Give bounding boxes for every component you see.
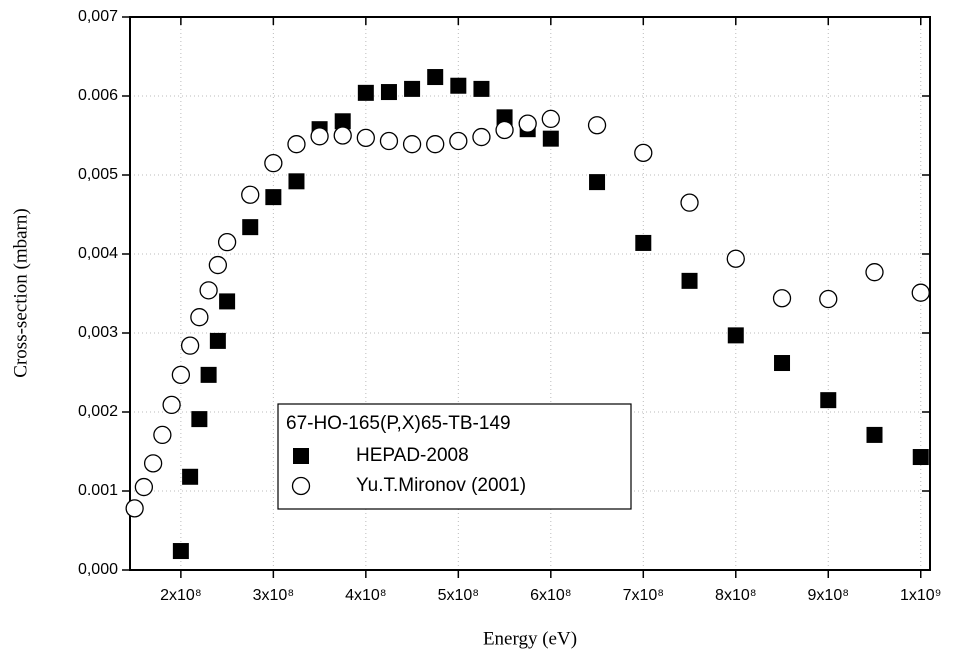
circle-marker	[495, 120, 514, 140]
square-marker	[242, 219, 259, 236]
y-tick-label: 0.006	[78, 87, 118, 104]
square-marker	[209, 332, 226, 349]
circle-marker	[241, 185, 260, 204]
y-tick-label: 0,005	[78, 166, 118, 183]
square-marker	[820, 392, 837, 409]
circle-marker	[356, 128, 375, 148]
square-marker	[219, 293, 236, 310]
y-axis-label: Cross-section (mbarn)	[10, 208, 31, 377]
square-marker	[293, 448, 309, 464]
x-tick-label: 9x10⁸	[808, 587, 849, 604]
y-tick-label: 0,000	[78, 561, 118, 578]
square-marker	[427, 69, 444, 86]
square-marker	[288, 173, 305, 190]
y-tick-label: 0.001	[78, 482, 118, 499]
square-marker	[450, 77, 467, 94]
circle-marker	[402, 135, 422, 154]
circle-marker	[865, 263, 884, 282]
square-marker	[334, 113, 351, 130]
x-tick-label: 7x10⁸	[623, 587, 664, 604]
circle-marker	[680, 193, 699, 212]
circle-marker	[634, 143, 653, 163]
circle-marker	[171, 365, 191, 385]
square-marker	[473, 80, 490, 97]
square-marker	[542, 130, 559, 147]
y-tick-label: 0,007	[78, 8, 118, 25]
circle-marker	[180, 336, 200, 355]
circle-marker	[310, 127, 329, 146]
circle-marker	[819, 289, 838, 309]
legend-label: Yu.T.Mironov (2001)	[356, 475, 526, 496]
circle-marker	[264, 153, 283, 173]
y-tick-label: 0,002	[78, 403, 118, 420]
square-marker	[191, 411, 208, 428]
square-marker	[182, 468, 199, 485]
square-marker	[357, 84, 374, 101]
circle-marker	[199, 281, 218, 300]
circle-marker	[153, 425, 172, 445]
square-marker	[774, 355, 791, 372]
circle-marker	[162, 395, 181, 415]
legend-box	[277, 403, 632, 510]
y-tick-label: 0,004	[78, 245, 118, 262]
circle-marker	[726, 249, 745, 268]
x-tick-label: 2x10⁸	[160, 587, 201, 604]
legend-title: 67-HO-165(P,X)65-TB-149	[286, 413, 511, 434]
circle-marker	[587, 116, 607, 135]
square-marker	[404, 80, 421, 97]
circle-marker	[217, 232, 237, 252]
circle-marker	[911, 283, 930, 302]
circle-marker	[541, 109, 560, 129]
x-tick-label: 4x10⁸	[345, 587, 386, 604]
circle-marker	[134, 477, 154, 497]
x-tick-label: 3x10⁸	[253, 587, 294, 604]
x-tick-label: 8x10⁸	[715, 587, 756, 604]
square-marker	[200, 366, 217, 383]
square-marker	[681, 272, 698, 289]
circle-marker	[125, 499, 144, 518]
plot-frame	[129, 16, 931, 571]
y-tick-label: 0,003	[78, 324, 118, 341]
circle-marker	[333, 126, 352, 145]
square-marker	[912, 449, 929, 466]
circle-marker	[287, 135, 306, 154]
circle-marker	[143, 454, 163, 473]
square-marker	[727, 327, 744, 344]
square-marker	[635, 234, 652, 251]
x-axis-label: Energy (eV)	[483, 628, 577, 649]
circle-marker	[472, 127, 491, 147]
circle-marker	[772, 289, 792, 308]
x-tick-label: 5x10⁸	[438, 587, 479, 604]
square-marker	[589, 174, 606, 191]
circle-marker	[449, 131, 468, 151]
circle-marker	[379, 131, 399, 151]
square-marker	[866, 426, 883, 443]
circle-marker	[291, 476, 311, 496]
legend-label: HEPAD-2008	[356, 445, 469, 466]
x-tick-label: 6x10⁸	[530, 587, 571, 604]
circle-marker	[208, 255, 228, 275]
square-marker	[172, 543, 189, 560]
circle-marker	[190, 308, 209, 327]
square-marker	[496, 109, 513, 126]
circle-marker	[518, 114, 537, 133]
square-marker	[265, 189, 282, 206]
circle-marker	[426, 135, 445, 154]
x-tick-label: 1x10⁹	[900, 587, 942, 604]
square-marker	[380, 84, 397, 101]
